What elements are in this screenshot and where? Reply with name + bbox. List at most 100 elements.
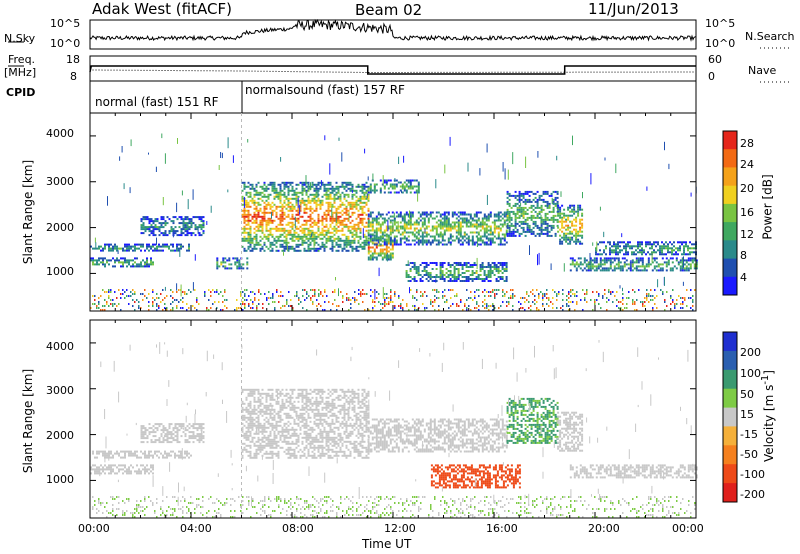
data-cell [285, 185, 288, 188]
data-cell [403, 231, 406, 234]
data-cell [271, 219, 274, 222]
data-cell [567, 224, 570, 227]
data-cell [641, 249, 643, 252]
noise-cell [582, 289, 584, 291]
data-cell [461, 241, 464, 244]
data-cell [475, 221, 478, 224]
data-cell [128, 263, 130, 266]
data-cell [148, 222, 151, 225]
data-cell [263, 243, 266, 246]
data-cell [506, 208, 509, 211]
data-cell [369, 236, 372, 239]
data-cell [359, 195, 362, 198]
data-cell [311, 235, 314, 238]
data-cell [371, 221, 374, 224]
noise-cell [416, 291, 418, 293]
power-ytick-3000: 3000 [46, 175, 74, 188]
data-cell [150, 427, 153, 430]
data-cell [355, 195, 358, 198]
noise-cell [92, 303, 94, 305]
noise-cell [556, 307, 558, 309]
data-cell [333, 233, 336, 236]
data-cell [661, 245, 663, 248]
data-cell [461, 213, 464, 216]
data-cell [647, 265, 650, 268]
data-cell [361, 241, 364, 244]
data-cell [349, 245, 352, 248]
data-cell [601, 267, 604, 270]
data-cell [325, 193, 328, 196]
data-cell [361, 187, 364, 190]
data-cell [395, 179, 398, 182]
data-cell [273, 227, 276, 230]
data-cell [530, 218, 533, 221]
data-cell [615, 249, 617, 252]
noise-cell [330, 309, 332, 311]
data-cell [297, 211, 300, 214]
noise-cell [210, 307, 212, 309]
data-cell [148, 263, 150, 266]
data-cell [455, 237, 458, 240]
data-cell [435, 229, 438, 232]
data-cell [532, 204, 535, 207]
data-cell [345, 207, 348, 210]
data-cell [575, 242, 578, 245]
data-cell [228, 259, 231, 262]
noise-cell [456, 295, 458, 297]
data-cell [375, 217, 378, 220]
data-cell [283, 187, 286, 190]
data-cell [301, 227, 304, 230]
noise-cell [466, 309, 468, 311]
streak-cell [560, 191, 562, 197]
noise-cell [96, 305, 98, 307]
data-cell [377, 221, 380, 224]
data-cell [677, 247, 679, 250]
data-cell [503, 264, 506, 266]
data-cell [497, 243, 500, 246]
data-cell [453, 280, 456, 282]
data-cell [375, 239, 378, 242]
data-cell [405, 243, 408, 246]
data-cell [345, 211, 348, 214]
data-cell [188, 452, 190, 455]
data-cell [506, 226, 509, 229]
streak-cell [280, 157, 282, 162]
data-cell [550, 216, 553, 219]
data-cell [532, 222, 535, 225]
data-cell [427, 213, 430, 216]
data-cell [639, 241, 641, 244]
data-cell [514, 190, 517, 193]
data-cell [381, 240, 384, 243]
noise-cell [450, 289, 452, 291]
streak-cell [320, 180, 322, 186]
noise-cell [494, 293, 496, 295]
data-cell [241, 181, 244, 184]
data-cell [621, 269, 624, 272]
data-cell [439, 264, 442, 266]
data-cell [313, 193, 316, 196]
data-cell [128, 450, 130, 453]
data-cell [263, 235, 266, 238]
noise-cell [120, 297, 122, 299]
data-cell [363, 191, 366, 194]
noise-cell [526, 293, 528, 295]
data-cell [443, 274, 446, 276]
data-cell [255, 185, 258, 188]
data-cell [609, 261, 612, 264]
noise-cell [666, 305, 668, 307]
noise-cell [484, 307, 486, 309]
noise-cell [400, 305, 402, 307]
data-cell [538, 206, 541, 209]
noise-cell [296, 291, 298, 293]
data-cell [405, 223, 408, 226]
data-cell [172, 228, 175, 231]
data-cell [152, 468, 154, 471]
nave-tick-bottom: 0 [708, 70, 715, 83]
data-cell [166, 222, 169, 225]
data-cell [550, 218, 553, 221]
data-cell [479, 225, 482, 228]
noise-cell [430, 303, 432, 305]
data-cell [489, 266, 492, 268]
data-cell [581, 214, 584, 217]
data-cell [297, 191, 300, 194]
